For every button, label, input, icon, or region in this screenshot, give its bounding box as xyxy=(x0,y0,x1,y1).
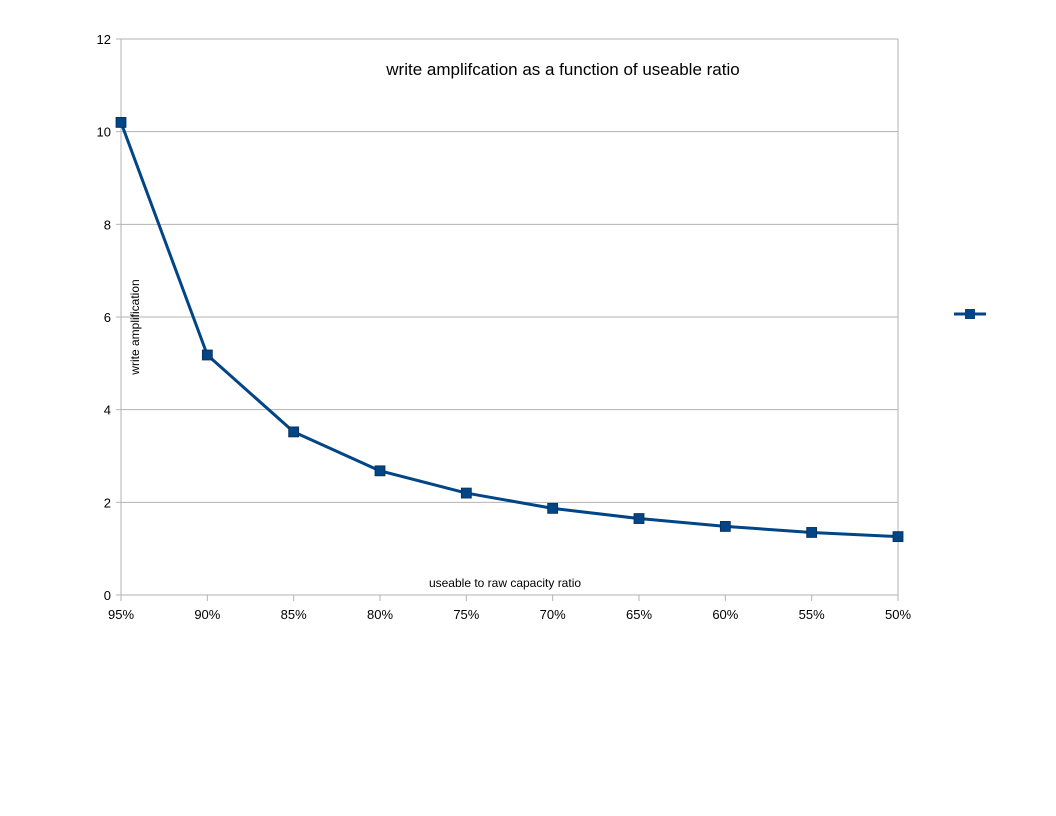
x-tick-label: 70% xyxy=(540,607,566,622)
data-point xyxy=(547,502,559,514)
legend xyxy=(954,309,986,319)
chart-title: write amplifcation as a function of usea… xyxy=(385,60,739,79)
y-tick-label: 10 xyxy=(97,125,111,140)
data-point xyxy=(201,349,213,361)
y-axis-label: write amplification xyxy=(128,279,142,375)
x-tick-label: 65% xyxy=(626,607,652,622)
data-point xyxy=(115,117,127,128)
y-tick-label: 6 xyxy=(104,310,111,325)
data-point xyxy=(374,465,386,477)
x-tick-label: 95% xyxy=(108,607,134,622)
x-tick-label: 60% xyxy=(712,607,738,622)
x-axis-label: useable to raw capacity ratio xyxy=(429,576,581,590)
y-tick-label: 4 xyxy=(104,403,111,418)
data-point xyxy=(460,487,472,499)
x-tick-label: 90% xyxy=(194,607,220,622)
data-point xyxy=(633,513,645,524)
y-tick-label: 12 xyxy=(97,32,111,47)
data-point xyxy=(719,521,731,532)
x-tick-label: 80% xyxy=(367,607,393,622)
series-group xyxy=(115,117,904,543)
x-tick-labels: 95% 90% 85% 80% 75% 70% 65% 60% 55% 50% xyxy=(108,607,911,622)
data-point xyxy=(806,527,818,538)
y-tick-labels: 0 2 4 6 8 10 12 xyxy=(97,32,111,603)
y-tick-label: 2 xyxy=(104,495,111,510)
x-tick-label: 50% xyxy=(885,607,911,622)
y-tick-label: 8 xyxy=(104,217,111,232)
grid-lines xyxy=(121,38,898,503)
y-tick-label: 0 xyxy=(104,588,111,603)
x-tick-label: 55% xyxy=(799,607,825,622)
data-point xyxy=(288,426,300,438)
x-tick-label: 75% xyxy=(453,607,479,622)
x-tick-label: 85% xyxy=(281,607,307,622)
series-line xyxy=(119,121,899,539)
legend-marker xyxy=(965,309,975,319)
axes xyxy=(116,38,899,601)
data-point xyxy=(892,531,904,543)
